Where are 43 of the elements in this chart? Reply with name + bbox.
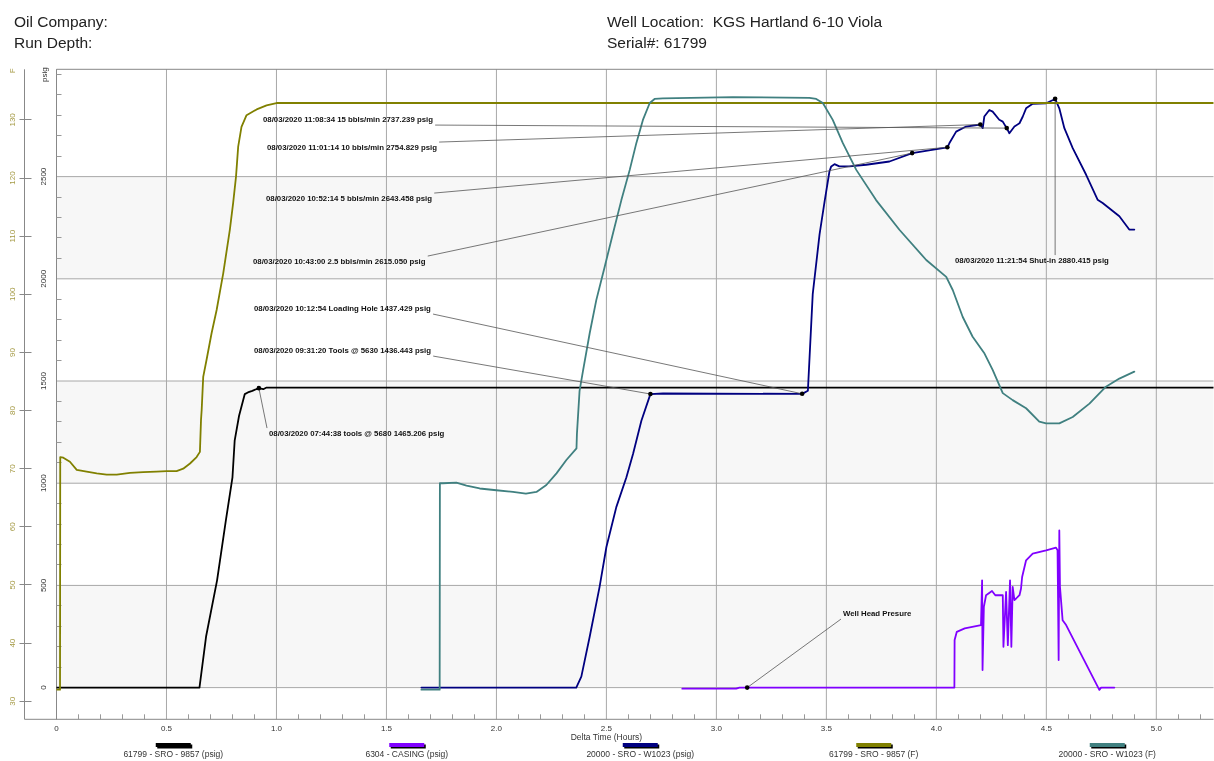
legend-label: 61799 - SRO - 9857 (F) bbox=[829, 749, 919, 760]
x-tick-label: 0 bbox=[54, 724, 60, 734]
x-tick-label: 3.0 bbox=[710, 724, 723, 734]
y-tick-label: 2000 bbox=[39, 269, 49, 288]
y2-tick-label: 90 bbox=[8, 347, 18, 357]
y-tick-label: 2500 bbox=[39, 167, 49, 186]
x-tick-label: 2.0 bbox=[490, 724, 503, 734]
text: Run Depth: bbox=[14, 34, 93, 51]
legend-label: 61799 - SRO - 9857 (psig) bbox=[123, 749, 224, 760]
y2-tick-label: 30 bbox=[8, 696, 18, 706]
y2-tick-label: 60 bbox=[8, 521, 18, 532]
line-series bbox=[56, 102, 1214, 691]
y2-tick-label: 120 bbox=[8, 170, 18, 185]
x-tick-label: 2.5 bbox=[600, 724, 613, 734]
x-axis-title: Delta Time (Hours) bbox=[570, 732, 643, 743]
legend-label: 20000 - SRO - W1023 (psig) bbox=[586, 749, 695, 760]
y2-tick-label: 130 bbox=[8, 112, 18, 127]
x-tick-label: 1.0 bbox=[270, 724, 283, 734]
y-tick-label: 1500 bbox=[39, 371, 49, 390]
line-series bbox=[681, 529, 1116, 691]
text: Oil Company: bbox=[14, 13, 108, 30]
y-tick-label: 1000 bbox=[39, 473, 49, 493]
y2-tick-label: 100 bbox=[8, 287, 18, 301]
x-tick-label: 4.0 bbox=[930, 724, 943, 734]
x-tick-label: 1.5 bbox=[380, 724, 393, 734]
y-axis-title: psig bbox=[40, 67, 50, 82]
x-tick-label: 4.5 bbox=[1040, 724, 1053, 734]
y2-tick-label: 40 bbox=[8, 638, 18, 648]
x-tick-label: 0.5 bbox=[160, 724, 173, 734]
y2-tick-label: 70 bbox=[8, 463, 18, 474]
y2-tick-label: 50 bbox=[8, 580, 18, 590]
legend-label: 20000 - SRO - W1023 (F) bbox=[1058, 749, 1157, 760]
y2-axis-title: F bbox=[8, 68, 18, 74]
text: Well Location: KGS Hartland 6-10 Viola bbox=[607, 13, 883, 30]
legend-label: 6304 - CASING (psig) bbox=[365, 749, 449, 760]
x-tick-label: 3.5 bbox=[820, 724, 833, 734]
y-tick-label: 0 bbox=[39, 684, 49, 690]
x-tick-label: 5.0 bbox=[1150, 724, 1163, 734]
y-tick-label: 500 bbox=[39, 578, 49, 593]
y2-tick-label: 80 bbox=[8, 405, 18, 416]
y2-tick-label: 110 bbox=[8, 229, 18, 243]
line-series bbox=[56, 386, 1214, 689]
text: Serial#: 61799 bbox=[607, 34, 707, 51]
